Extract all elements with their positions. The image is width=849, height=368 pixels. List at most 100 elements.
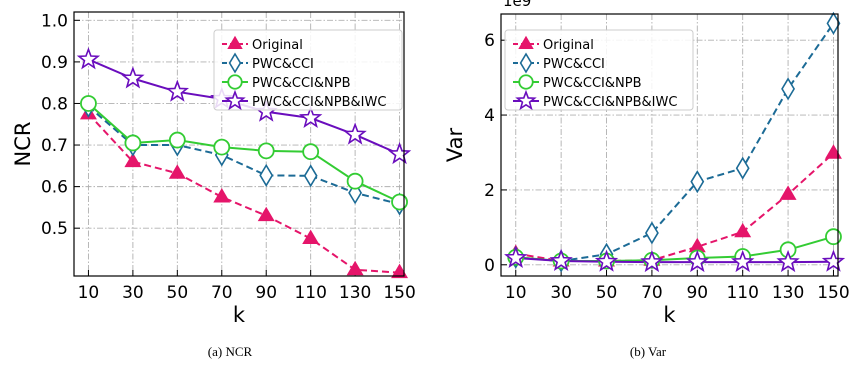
legend-label: PWC&CCI <box>252 57 314 72</box>
x-tick-label: 10 <box>78 283 100 303</box>
y-tick-label: 0.5 <box>41 219 68 239</box>
x-tick-label: 150 <box>817 283 849 303</box>
data-point <box>825 228 842 246</box>
data-point <box>731 249 755 273</box>
caption-var: (b) Var <box>630 344 667 359</box>
legend-label: PWC&CCI&NPB <box>543 76 642 91</box>
x-tick-label: 90 <box>686 283 708 303</box>
x-tick-label: 10 <box>505 283 527 303</box>
data-point <box>168 164 186 179</box>
data-point <box>735 156 750 180</box>
y-tick-label: 2 <box>484 181 495 201</box>
data-point <box>124 152 142 168</box>
data-point <box>303 164 318 188</box>
legend-label: Original <box>543 38 594 53</box>
data-point <box>391 263 409 279</box>
series-line <box>515 152 835 263</box>
data-point <box>781 77 796 101</box>
legend-marker <box>224 89 246 111</box>
x-tick-label: 130 <box>339 283 371 303</box>
data-point <box>302 143 320 161</box>
y-tick-label: 0.6 <box>41 178 68 198</box>
data-point <box>504 245 528 268</box>
data-point <box>121 66 145 89</box>
x-tick-label: 150 <box>383 283 415 303</box>
data-point <box>124 134 142 152</box>
data-point <box>346 260 364 276</box>
x-tick-label: 30 <box>122 283 144 303</box>
x-tick-label: 70 <box>211 283 233 303</box>
data-point <box>779 185 797 200</box>
legend-marker <box>518 74 534 90</box>
x-tick-label: 90 <box>255 283 277 303</box>
legend-marker <box>227 35 243 49</box>
data-point <box>549 248 573 271</box>
data-point <box>594 249 619 272</box>
legend-label: PWC&CCI <box>543 57 605 72</box>
y-tick-label: 0.8 <box>41 94 68 114</box>
series-line <box>515 22 835 263</box>
data-point <box>685 249 709 273</box>
ncr-chart: 10 30 50 70 90 110 130 150 0.5 0.6 0.7 0.8 0.9 1.0 k NC… <box>11 11 416 327</box>
y-axis-label: NCR <box>11 122 35 167</box>
data-point <box>213 138 231 156</box>
legend-marker <box>227 74 243 90</box>
x-tick-label: 50 <box>167 283 189 303</box>
legend-label: PWC&CCI&NPB <box>252 76 351 91</box>
data-point <box>165 79 190 102</box>
y-tick-label: 4 <box>484 106 495 126</box>
x-tick-label: 70 <box>641 283 663 303</box>
data-point <box>298 105 323 128</box>
data-point <box>213 188 231 203</box>
x-axis-label: k <box>663 303 676 327</box>
legend: Original PWC&CCI PWC&CCI&NPB PWC&CCI&NPB&IW… <box>213 29 403 111</box>
x-tick-label: 110 <box>294 283 326 303</box>
legend-label: PWC&CCI&NPB&IWC <box>543 95 677 110</box>
legend-marker <box>519 52 533 74</box>
data-point <box>346 172 364 190</box>
legend-marker <box>518 35 534 49</box>
legend-label: Original <box>252 38 303 53</box>
data-point <box>734 222 752 238</box>
var-chart: 10 30 50 70 90 110 130 150 0 2 4 6 k Var 1e9 Original PW… <box>443 0 849 327</box>
data-point <box>257 142 275 160</box>
data-point <box>644 221 659 245</box>
data-point <box>821 249 846 272</box>
y-offset-label: 1e9 <box>503 0 531 10</box>
legend-marker <box>228 52 242 74</box>
data-point <box>776 249 800 273</box>
data-point <box>343 122 367 145</box>
data-point <box>640 249 664 273</box>
legend-box <box>213 29 403 111</box>
caption-ncr: (a) NCR <box>208 344 253 359</box>
y-tick-label: 0 <box>484 256 495 276</box>
y-tick-label: 0.9 <box>41 53 68 73</box>
series-line <box>87 113 400 274</box>
data-point <box>80 95 97 112</box>
data-point <box>76 47 101 70</box>
y-tick-label: 6 <box>484 31 495 51</box>
data-point <box>259 163 274 187</box>
data-point <box>257 206 275 222</box>
x-tick-label: 30 <box>550 283 572 303</box>
x-tick-label: 50 <box>596 283 618 303</box>
legend-label: PWC&CCI&NPB&IWC <box>252 95 386 110</box>
legend: Original PWC&CCI PWC&CCI&NPB PWC&CCI&NPB&IW… <box>504 29 694 111</box>
data-point <box>391 193 408 211</box>
x-tick-label: 130 <box>772 283 804 303</box>
plot-frame <box>73 11 405 277</box>
plot-frame <box>500 13 839 277</box>
data-point <box>824 144 842 159</box>
legend-box <box>504 29 694 111</box>
y-axis-label: Var <box>443 128 467 163</box>
y-tick-label: 0.7 <box>41 136 68 156</box>
data-point <box>302 229 320 245</box>
data-point <box>168 131 186 149</box>
y-tick-label: 1.0 <box>41 11 68 31</box>
x-tick-label: 110 <box>726 283 758 303</box>
data-point <box>387 141 412 165</box>
legend-marker <box>515 89 537 111</box>
data-point <box>690 170 705 194</box>
x-axis-label: k <box>233 303 246 327</box>
